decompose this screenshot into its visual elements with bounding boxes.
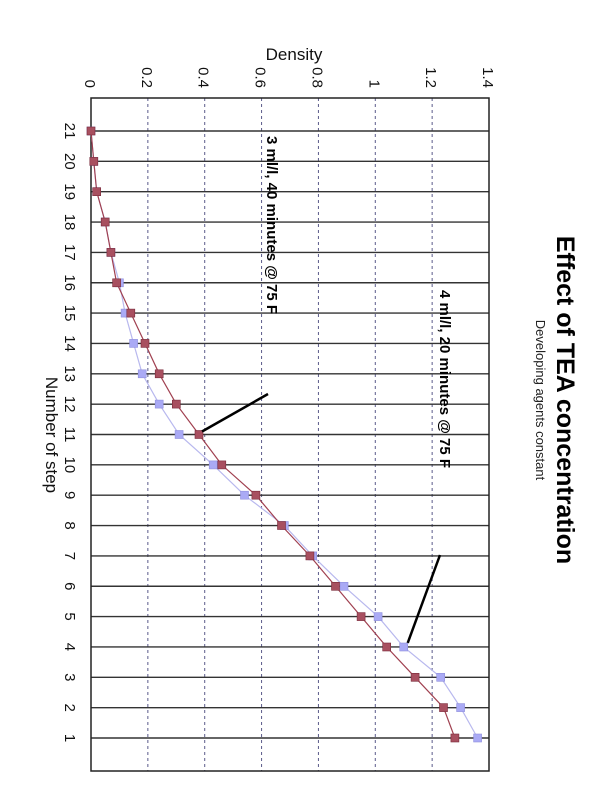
series-1-point xyxy=(439,703,448,712)
x-tick-label: 9 xyxy=(61,491,78,499)
x-tick-label: 17 xyxy=(61,244,78,261)
x-tick-label: 12 xyxy=(61,396,78,413)
series-1-point xyxy=(194,430,204,439)
x-tick-label: 5 xyxy=(61,612,78,620)
series-2-point xyxy=(137,369,147,379)
x-tick-label: 10 xyxy=(61,457,78,474)
y-tick-label: 0.6 xyxy=(252,67,269,88)
series-1-point xyxy=(106,248,116,257)
x-tick-label: 3 xyxy=(61,673,78,681)
x-tick-label: 14 xyxy=(61,335,78,352)
y-tick-label: 1 xyxy=(365,80,382,88)
x-tick-label: 7 xyxy=(61,552,78,560)
y-axis-title: Density xyxy=(266,45,323,64)
series-1-point xyxy=(217,460,227,470)
x-tick-label: 21 xyxy=(61,123,78,140)
series-2-point xyxy=(174,430,184,439)
series-1-point xyxy=(112,278,121,288)
series-2-point xyxy=(154,399,164,409)
x-tick-label: 6 xyxy=(61,582,78,590)
series-2-point xyxy=(399,642,409,652)
series-1-point xyxy=(86,126,96,136)
y-tick-label: 0 xyxy=(81,80,98,88)
x-tick-label: 15 xyxy=(61,305,78,322)
chart-title: Effect of TEA concentration xyxy=(551,236,579,564)
series-2-point xyxy=(208,460,218,470)
x-tick-label: 8 xyxy=(61,521,78,529)
annotation-label: 4 ml/l, 20 minutes @ 75 F xyxy=(436,290,453,468)
series-2-point xyxy=(456,703,465,712)
series-1-point xyxy=(100,217,110,227)
chart-subtitle: Developing agents constant xyxy=(533,320,548,481)
x-tick-label: 1 xyxy=(61,734,78,742)
series-1-point xyxy=(251,490,261,500)
plot-frame xyxy=(90,97,490,772)
x-tick-label: 20 xyxy=(61,153,78,170)
y-tick-label: 1.4 xyxy=(479,67,496,88)
series-1-point xyxy=(140,339,150,348)
series-2-point xyxy=(373,612,383,621)
series-1-point xyxy=(305,551,315,561)
series-2-point xyxy=(129,339,138,348)
series-1-point xyxy=(92,187,101,196)
x-tick-label: 11 xyxy=(61,427,78,443)
series-1-point xyxy=(450,733,460,743)
annotation-leader-line xyxy=(201,392,269,433)
annotation-leader-line xyxy=(406,554,442,644)
series-2-point xyxy=(339,581,349,591)
x-tick-label: 13 xyxy=(61,365,78,382)
x-axis-title: Number of step xyxy=(42,377,61,493)
series-1-point xyxy=(126,308,136,318)
series-1-point xyxy=(410,672,420,682)
series-layer xyxy=(86,126,482,743)
y-tick-label: 1.2 xyxy=(422,67,439,88)
series-1-point xyxy=(172,399,181,409)
x-tick-label: 2 xyxy=(61,703,78,711)
annotation-label: 3 ml/l, 40 minutes @ 75 F xyxy=(263,136,280,314)
x-tick-label: 18 xyxy=(61,214,78,231)
gridlines xyxy=(91,98,489,771)
x-tick-label: 19 xyxy=(61,183,78,200)
tick-layer: 0 0.2 0.4 0.6 0.8 1 1.2 1.412345678910111213141… xyxy=(61,67,496,742)
series-2-point xyxy=(436,672,446,682)
plot-area-border xyxy=(90,97,490,772)
series-1-point xyxy=(331,581,340,591)
series-1-point xyxy=(382,642,392,652)
series-1-point xyxy=(277,521,286,530)
series-2-point xyxy=(473,733,482,743)
annotation-layer: 4 ml/l, 20 minutes @ 75 F 3 ml/l, 40 minu… xyxy=(201,136,453,644)
x-tick-label: 16 xyxy=(61,274,78,291)
y-tick-label: 0.2 xyxy=(138,67,155,88)
series-1-point xyxy=(154,369,164,379)
y-tick-label: 0.8 xyxy=(308,67,325,88)
series-1-point xyxy=(356,612,366,621)
x-tick-label: 4 xyxy=(61,643,78,651)
series-1-point xyxy=(89,157,99,166)
y-tick-label: 0.4 xyxy=(195,67,212,88)
series-2-point xyxy=(240,490,249,500)
